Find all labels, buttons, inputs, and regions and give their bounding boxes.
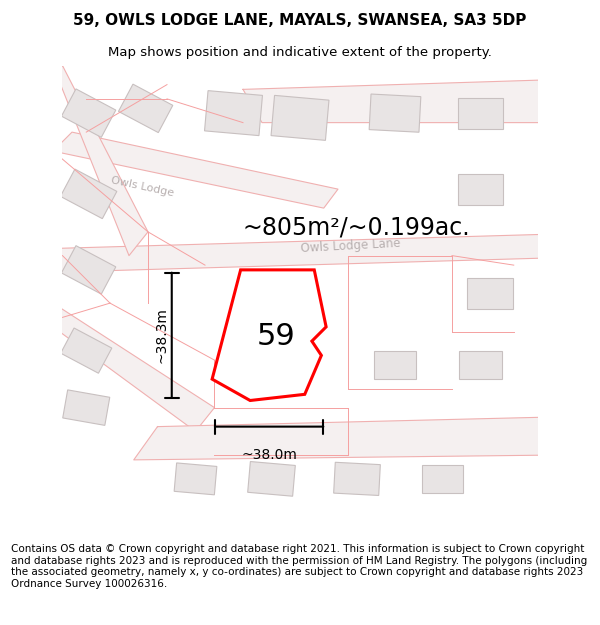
Text: ~805m²/~0.199ac.: ~805m²/~0.199ac. — [243, 215, 470, 239]
Text: ~38.3m: ~38.3m — [154, 308, 168, 363]
Polygon shape — [243, 80, 547, 122]
Polygon shape — [53, 132, 338, 208]
Polygon shape — [61, 89, 116, 138]
Polygon shape — [134, 417, 547, 460]
Polygon shape — [242, 292, 301, 342]
Polygon shape — [205, 91, 262, 136]
Polygon shape — [369, 94, 421, 132]
Polygon shape — [53, 303, 215, 431]
Polygon shape — [53, 234, 547, 272]
Polygon shape — [61, 169, 117, 219]
Text: 59: 59 — [257, 322, 296, 351]
Polygon shape — [63, 390, 110, 426]
Polygon shape — [271, 96, 329, 141]
Polygon shape — [174, 463, 217, 495]
Text: Owls Lodge Lane: Owls Lodge Lane — [300, 237, 401, 255]
Polygon shape — [459, 351, 502, 379]
Polygon shape — [467, 278, 512, 309]
Text: ~38.0m: ~38.0m — [241, 448, 297, 462]
Polygon shape — [53, 66, 148, 256]
Polygon shape — [422, 464, 463, 493]
Polygon shape — [61, 328, 112, 373]
Polygon shape — [458, 98, 503, 129]
Polygon shape — [118, 84, 173, 132]
Text: Contains OS data © Crown copyright and database right 2021. This information is : Contains OS data © Crown copyright and d… — [11, 544, 587, 589]
Polygon shape — [374, 351, 416, 379]
Polygon shape — [248, 461, 295, 496]
Text: Owls Lodge: Owls Lodge — [110, 175, 175, 198]
Polygon shape — [334, 462, 380, 496]
Polygon shape — [61, 246, 116, 294]
Polygon shape — [212, 270, 326, 401]
Text: Map shows position and indicative extent of the property.: Map shows position and indicative extent… — [108, 46, 492, 59]
Text: 59, OWLS LODGE LANE, MAYALS, SWANSEA, SA3 5DP: 59, OWLS LODGE LANE, MAYALS, SWANSEA, SA… — [73, 13, 527, 28]
Polygon shape — [458, 174, 503, 204]
